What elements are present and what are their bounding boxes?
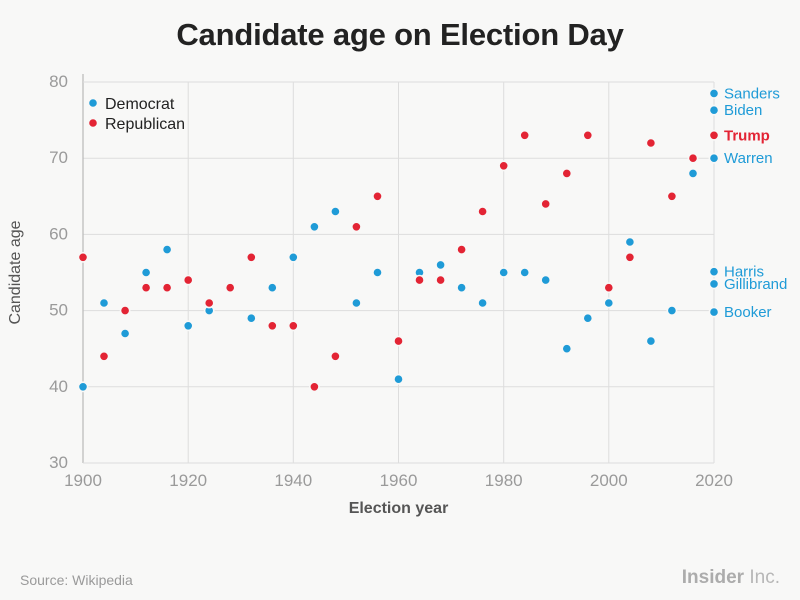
svg-text:60: 60 [49, 224, 68, 243]
svg-text:Candidate age: Candidate age [7, 220, 24, 324]
svg-text:50: 50 [49, 301, 68, 320]
svg-text:2000: 2000 [590, 471, 628, 490]
svg-text:1900: 1900 [64, 471, 102, 490]
svg-text:70: 70 [49, 148, 68, 167]
svg-text:Democrat: Democrat [105, 96, 175, 113]
svg-text:Republican: Republican [105, 116, 185, 133]
svg-text:1940: 1940 [274, 471, 312, 490]
svg-text:Warren: Warren [724, 150, 773, 167]
svg-text:Trump: Trump [724, 127, 770, 144]
svg-text:Gillibrand: Gillibrand [724, 276, 787, 293]
svg-text:Election year: Election year [349, 500, 449, 517]
svg-text:1980: 1980 [485, 471, 523, 490]
svg-text:2020: 2020 [695, 471, 733, 490]
svg-text:1960: 1960 [380, 471, 418, 490]
svg-text:80: 80 [49, 72, 68, 91]
svg-text:Biden: Biden [724, 102, 762, 119]
svg-text:30: 30 [49, 453, 68, 472]
svg-text:Sanders: Sanders [724, 85, 780, 102]
svg-text:40: 40 [49, 377, 68, 396]
svg-text:Booker: Booker [724, 304, 772, 321]
svg-text:1920: 1920 [169, 471, 207, 490]
